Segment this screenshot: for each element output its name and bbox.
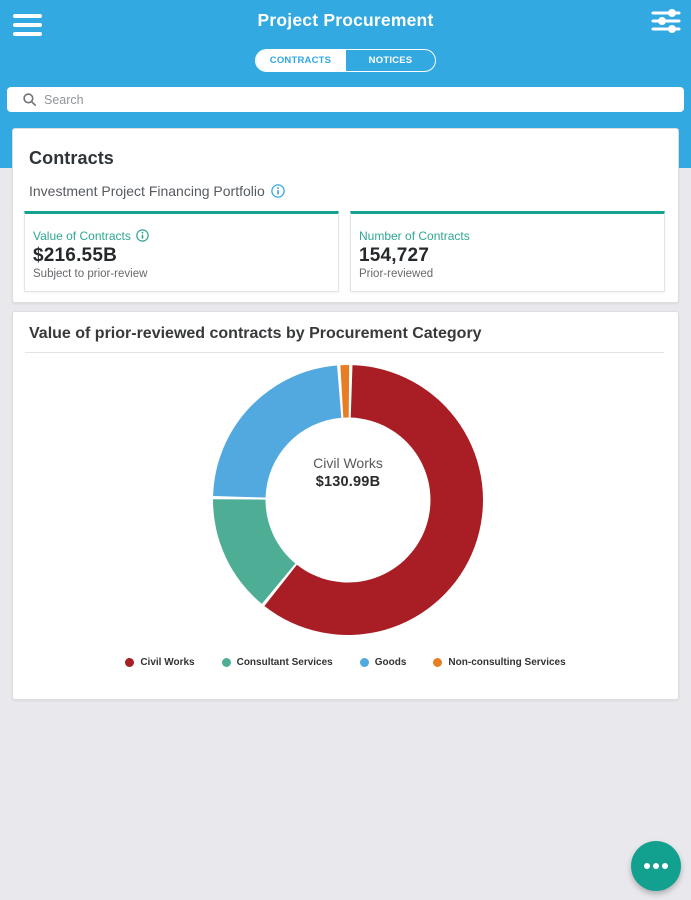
portfolio-subtitle: Investment Project Financing Portfolio	[29, 183, 265, 199]
info-icon[interactable]	[136, 229, 149, 242]
sliders-icon	[651, 9, 681, 33]
legend-dot	[359, 657, 369, 667]
legend-label: Consultant Services	[236, 656, 333, 668]
fab-more-button[interactable]	[631, 841, 681, 891]
more-dots-icon	[643, 862, 669, 870]
app-title: Project Procurement	[257, 10, 434, 30]
menu-button[interactable]	[13, 14, 42, 36]
contracts-card: Contracts Investment Project Financing P…	[12, 128, 679, 303]
info-icon[interactable]	[271, 184, 285, 198]
chart-card: Value of prior-reviewed contracts by Pro…	[12, 311, 679, 700]
stat-caption: Prior-reviewed	[359, 268, 434, 280]
legend-label: Civil Works	[140, 656, 195, 668]
legend-item-non-consulting-services[interactable]: Non-consulting Services	[433, 656, 566, 668]
hamburger-icon	[13, 14, 42, 36]
stats-row: Value of Contracts $216.55B Subject to p…	[24, 211, 665, 292]
stat-label: Number of Contracts	[359, 228, 470, 243]
chart-title: Value of prior-reviewed contracts by Pro…	[29, 325, 482, 342]
contracts-card-title: Contracts	[29, 148, 114, 168]
donut-segment-goods[interactable]	[213, 365, 342, 498]
search-input[interactable]	[44, 87, 674, 112]
search-bar	[7, 87, 684, 112]
stat-label: Value of Contracts	[33, 228, 131, 243]
stat-caption: Subject to prior-review	[33, 268, 148, 280]
filter-button[interactable]	[648, 8, 684, 36]
stat-value: $216.55B	[33, 245, 118, 266]
legend-item-civil-works[interactable]: Civil Works	[125, 656, 195, 668]
divider	[25, 352, 664, 353]
donut-chart	[213, 365, 483, 635]
legend-dot	[125, 657, 135, 667]
legend-label: Non-consulting Services	[448, 656, 566, 668]
stat-number-of-contracts: Number of Contracts 154,727 Prior-review…	[350, 211, 665, 292]
portfolio-subtitle-row: Investment Project Financing Portfolio	[29, 183, 285, 199]
stat-value-of-contracts: Value of Contracts $216.55B Subject to p…	[24, 211, 339, 292]
legend-item-goods[interactable]: Goods	[359, 656, 407, 668]
legend-dot	[433, 657, 443, 667]
legend-item-consultant-services[interactable]: Consultant Services	[221, 656, 333, 668]
stat-label-row: Value of Contracts	[33, 228, 330, 243]
stat-label-row: Number of Contracts	[359, 228, 656, 243]
donut-segment-non-consulting-services[interactable]	[340, 365, 350, 418]
legend-dot	[221, 657, 231, 667]
tab-contracts[interactable]: CONTRACTS	[256, 50, 345, 71]
legend-label: Goods	[374, 656, 407, 668]
donut-segment-consultant-services[interactable]	[213, 499, 296, 604]
donut-segment-civil-works[interactable]	[264, 365, 483, 635]
stat-value: 154,727	[359, 245, 430, 266]
search-icon	[23, 93, 36, 106]
tab-notices[interactable]: NOTICES	[345, 50, 435, 71]
chart-legend: Civil Works Consultant Services Goods Non-c…	[13, 650, 678, 674]
tab-bar: CONTRACTS NOTICES	[255, 49, 436, 72]
